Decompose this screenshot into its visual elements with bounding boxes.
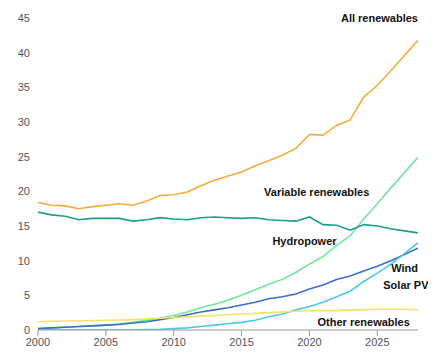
svg-text:2025: 2025	[365, 336, 389, 348]
svg-text:2005: 2005	[94, 336, 118, 348]
svg-text:25: 25	[18, 151, 30, 163]
svg-text:All renewables: All renewables	[341, 12, 418, 24]
svg-text:2000: 2000	[26, 336, 50, 348]
svg-text:Hydropower: Hydropower	[272, 235, 337, 247]
svg-text:Solar PV: Solar PV	[383, 279, 428, 291]
svg-text:2010: 2010	[161, 336, 185, 348]
svg-text:0: 0	[24, 324, 30, 336]
svg-text:2015: 2015	[229, 336, 253, 348]
svg-text:15: 15	[18, 220, 30, 232]
svg-text:35: 35	[18, 81, 30, 93]
svg-text:30: 30	[18, 116, 30, 128]
svg-text:10: 10	[18, 255, 30, 267]
svg-text:40: 40	[18, 47, 30, 59]
svg-text:5: 5	[24, 289, 30, 301]
svg-text:2020: 2020	[297, 336, 321, 348]
svg-text:45: 45	[18, 12, 30, 24]
svg-text:Other renewables: Other renewables	[318, 316, 410, 328]
svg-text:Wind: Wind	[391, 262, 418, 274]
svg-text:Variable renewables: Variable renewables	[264, 186, 369, 198]
svg-text:20: 20	[18, 185, 30, 197]
